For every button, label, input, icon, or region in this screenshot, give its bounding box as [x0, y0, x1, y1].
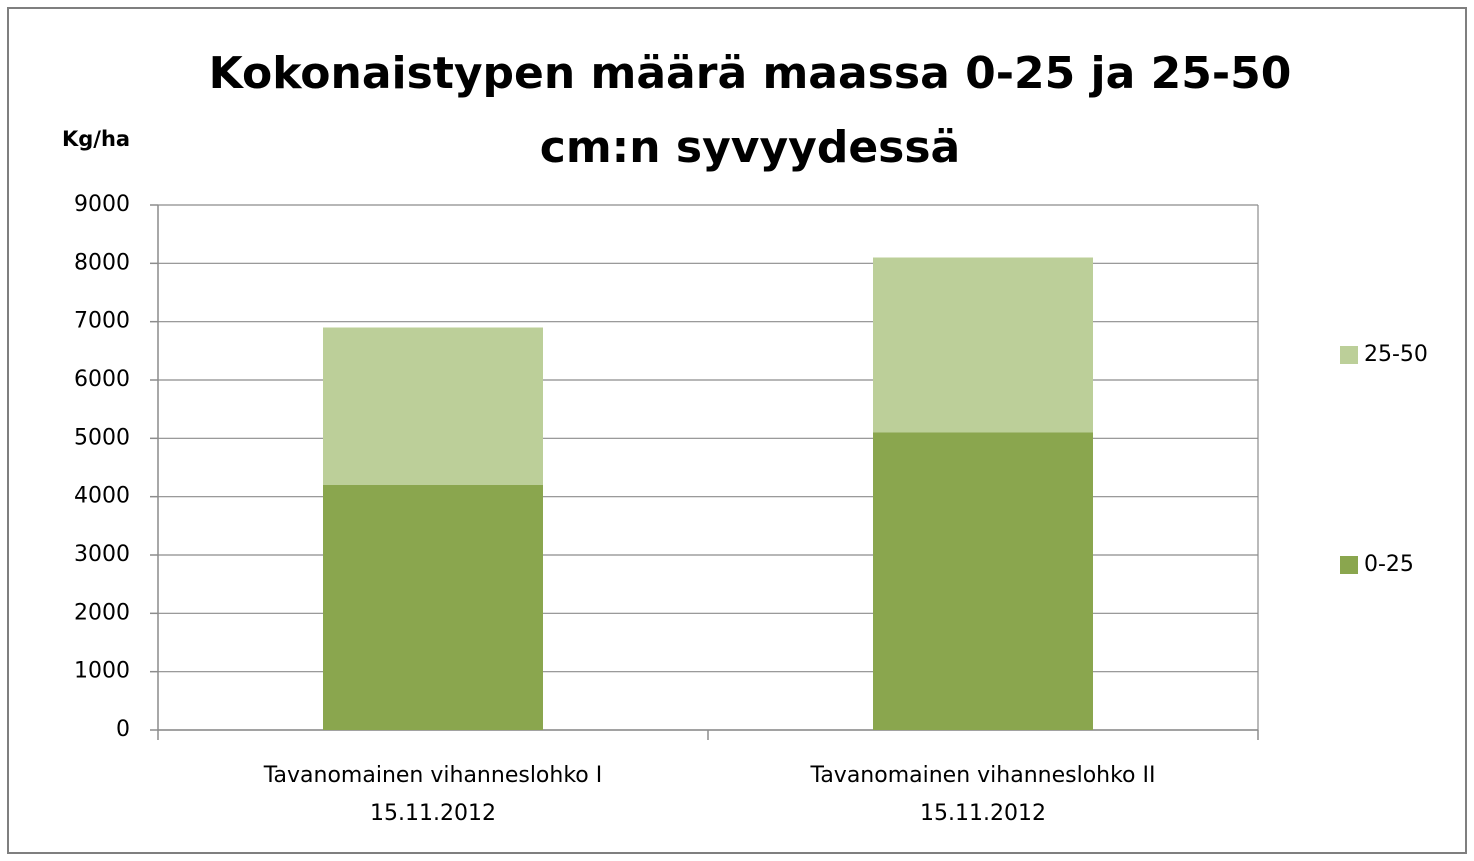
- y-tick-label: 9000: [74, 192, 130, 217]
- legend-swatch: [1340, 556, 1358, 574]
- y-tick-label: 1000: [74, 659, 130, 684]
- y-tick-label: 0: [116, 717, 130, 742]
- legend-swatch: [1340, 346, 1358, 364]
- bar-segment: [323, 327, 543, 485]
- y-tick-label: 3000: [74, 542, 130, 567]
- x-tick-label: Tavanomainen vihanneslohko I: [263, 763, 602, 788]
- chart-frame: [7, 7, 1467, 854]
- y-tick-label: 8000: [74, 250, 130, 275]
- y-tick-label: 2000: [74, 600, 130, 625]
- y-tick-label: 7000: [74, 309, 130, 334]
- legend-label: 0-25: [1364, 552, 1414, 577]
- bar-segment: [873, 432, 1093, 730]
- y-tick-label: 6000: [74, 367, 130, 392]
- chart-title: cm:n syvyydessä: [540, 122, 961, 173]
- bar-segment: [323, 485, 543, 730]
- y-tick-label: 5000: [74, 425, 130, 450]
- x-tick-label: 15.11.2012: [920, 801, 1046, 826]
- y-tick-label: 4000: [74, 484, 130, 509]
- bar-segment: [873, 257, 1093, 433]
- x-tick-label: 15.11.2012: [370, 801, 496, 826]
- x-tick-label: Tavanomainen vihanneslohko II: [810, 763, 1156, 788]
- y-axis-label: Kg/ha: [62, 127, 130, 151]
- legend-label: 25-50: [1364, 342, 1428, 367]
- chart-title: Kokonaistypen määrä maassa 0-25 ja 25-50: [209, 48, 1292, 99]
